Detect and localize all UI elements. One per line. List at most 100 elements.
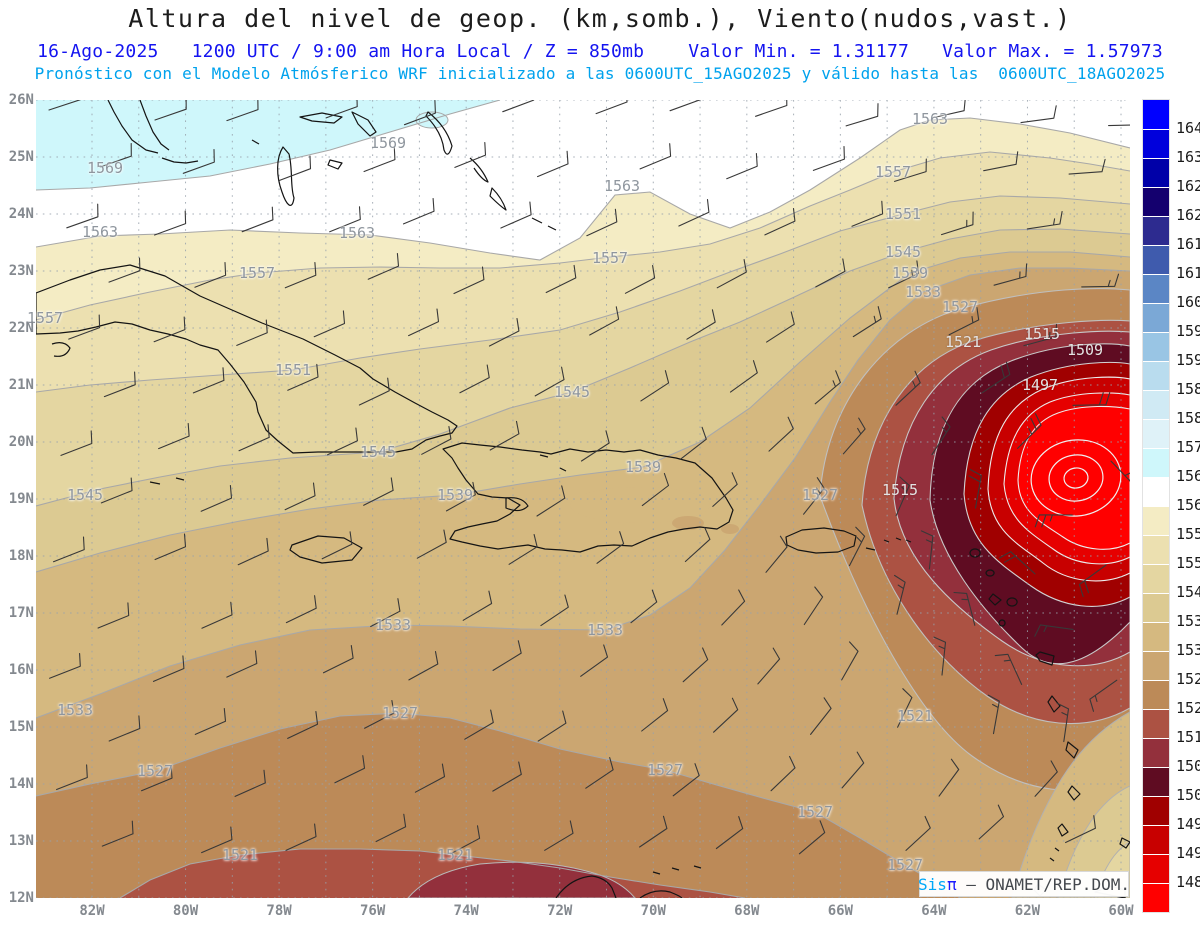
colorbar-cell [1143,738,1169,767]
colorbar-cell [1143,187,1169,216]
colorbar-cell [1143,651,1169,680]
contour-label: 1539 [891,264,929,282]
y-tick-label: 24N [8,206,34,222]
colorbar-cell [1143,158,1169,187]
x-tick-label: 66W [827,903,853,919]
contour-label: 1521 [896,707,934,725]
contour-label: 1545 [66,486,104,504]
y-tick-label: 21N [8,377,34,393]
colorbar-cell [1143,680,1169,709]
colorbar-cell [1143,593,1169,622]
colorbar-label: 1575 [1176,438,1200,456]
y-tick-label: 15N [8,719,34,735]
y-tick-label: 16N [8,662,34,678]
colorbar-label: 1629 [1176,177,1200,195]
contour-label: 1563 [338,224,376,242]
wind-barbs [48,100,1130,855]
y-tick-label: 19N [8,491,34,507]
colorbar-label: 1539 [1176,612,1200,630]
watermark-text: – ONAMET/REP.DOM. [956,874,1130,894]
colorbar-label: 1623 [1176,206,1200,224]
colorbar-cell [1143,448,1169,477]
contour-label: 1557 [26,309,64,327]
contour-label: 1527 [796,803,834,821]
colorbar-label: 1503 [1176,786,1200,804]
page-title: Altura del nivel de geop. (km,somb.), Vi… [128,4,1072,33]
colorbar-label: 1533 [1176,641,1200,659]
x-tick-label: 60W [1108,903,1134,919]
contour-label: 1509 [1066,341,1104,359]
y-tick-label: 20N [8,434,34,450]
y-tick-label: 23N [8,263,34,279]
contour-label: 1563 [603,177,641,195]
y-tick-label: 22N [8,320,34,336]
colorbar-cell [1143,796,1169,825]
contour-label: 1569 [369,134,407,152]
contour-label: 1527 [646,761,684,779]
x-tick-label: 82W [79,903,105,919]
colorbar-cell [1143,332,1169,361]
contour-label: 1533 [586,621,624,639]
colorbar-cell [1143,274,1169,303]
colorbar-cell [1143,709,1169,738]
x-tick-label: 76W [359,903,386,919]
forecast-line: Pronóstico con el Modelo Atmósferico WRF… [34,64,1166,83]
x-tick-label: 62W [1014,903,1041,919]
colorbar-cell [1143,506,1169,535]
y-tick-label: 25N [8,149,34,165]
watermark-pi-icon: π [946,874,957,894]
colorbar-label: 1605 [1176,293,1200,311]
colorbar-cell [1143,216,1169,245]
graticule [36,100,1130,898]
y-tick-label: 18N [8,548,34,564]
contour-label: 1497 [1021,376,1059,394]
colorbar-cell [1143,883,1169,912]
colorbar-cell [1143,767,1169,796]
x-tick-label: 64W [921,903,947,919]
colorbar-cell [1143,100,1169,129]
contour-label: 1515 [1023,325,1061,343]
valid-time-line: 16-Ago-2025 1200 UTC / 9:00 am Hora Loca… [37,41,1163,62]
contour-label: 1551 [884,205,922,223]
watermark-brand: Sis [918,874,947,894]
contour-label: 1545 [884,243,922,261]
colorbar-cell [1143,419,1169,448]
coastlines [36,100,1130,898]
contour-label: 1557 [874,163,912,181]
colorbar-label: 1527 [1176,670,1200,688]
contour-label: 1551 [274,361,312,379]
y-tick-label: 14N [8,776,34,792]
contour-label: 1569 [86,159,124,177]
watermark: Sis π – ONAMET/REP.DOM. [918,871,1130,897]
colorbar-label: 1593 [1176,351,1200,369]
colorbar-cell [1143,622,1169,651]
contour-label: 1521 [436,846,474,864]
colorbar-cell [1143,129,1169,158]
colorbar-cell [1143,361,1169,390]
contour-label: 1539 [436,486,474,504]
colorbar-label: 1509 [1176,757,1200,775]
contour-label: 1527 [381,704,419,722]
colorbar-label: 1569 [1176,467,1200,485]
y-tick-label: 12N [8,890,34,906]
colorbar-label: 1617 [1176,235,1200,253]
colorbar-label: 1635 [1176,148,1200,166]
x-tick-label: 78W [266,903,292,919]
contour-label: 1545 [553,383,591,401]
colorbar-label: 1521 [1176,699,1200,717]
contour-label: 1527 [886,856,924,874]
colorbar-label: 1485 [1176,873,1200,891]
colorbar-label: 1563 [1176,496,1200,514]
y-tick-label: 17N [8,605,34,621]
contour-label: 1557 [238,264,276,282]
colorbar [1142,99,1170,913]
colorbar-cell [1143,854,1169,883]
contour-label: 1527 [136,762,174,780]
contour-label: 1533 [904,283,942,301]
contour-label: 1533 [56,701,94,719]
x-tick-label: 80W [172,903,199,919]
x-tick-label: 74W [453,903,479,919]
